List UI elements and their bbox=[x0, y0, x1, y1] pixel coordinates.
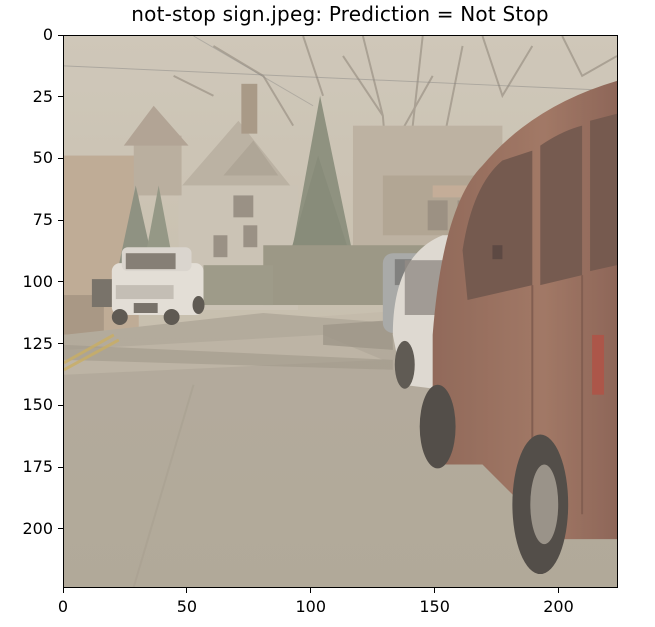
y-tick-mark bbox=[58, 466, 63, 468]
x-tick-label: 0 bbox=[57, 597, 69, 616]
x-tick-mark bbox=[310, 588, 312, 593]
x-tick-label: 100 bbox=[295, 597, 327, 616]
x-tick-mark bbox=[186, 588, 188, 593]
y-tick-mark bbox=[58, 404, 63, 406]
y-tick-mark bbox=[58, 281, 63, 283]
y-tick-label: 75 bbox=[32, 210, 53, 230]
y-tick-mark bbox=[58, 96, 63, 98]
y-tick-mark bbox=[58, 219, 63, 221]
y-tick-mark bbox=[58, 157, 63, 159]
x-tick-mark bbox=[62, 588, 64, 593]
y-tick-label: 150 bbox=[22, 395, 53, 415]
x-tick-label: 50 bbox=[176, 597, 198, 616]
y-tick-label: 25 bbox=[32, 86, 53, 106]
y-tick-label: 200 bbox=[22, 518, 53, 538]
figure-title: not-stop sign.jpeg: Prediction = Not Sto… bbox=[131, 2, 549, 26]
x-tick-mark bbox=[434, 588, 436, 593]
y-tick-label: 175 bbox=[22, 457, 53, 477]
y-tick-mark bbox=[58, 343, 63, 345]
image-axes bbox=[63, 35, 618, 588]
y-tick-mark bbox=[58, 528, 63, 530]
y-tick-label: 0 bbox=[42, 25, 53, 44]
white-suv bbox=[91, 247, 205, 325]
y-tick-mark bbox=[58, 34, 63, 36]
x-tick-label: 150 bbox=[419, 597, 450, 616]
red-minivan bbox=[419, 80, 617, 575]
street-photo bbox=[64, 36, 617, 587]
x-tick-mark bbox=[558, 588, 560, 593]
y-tick-label: 50 bbox=[32, 148, 53, 168]
y-tick-label: 100 bbox=[22, 271, 53, 291]
x-tick-label: 200 bbox=[543, 597, 574, 616]
y-tick-label: 125 bbox=[22, 333, 53, 353]
